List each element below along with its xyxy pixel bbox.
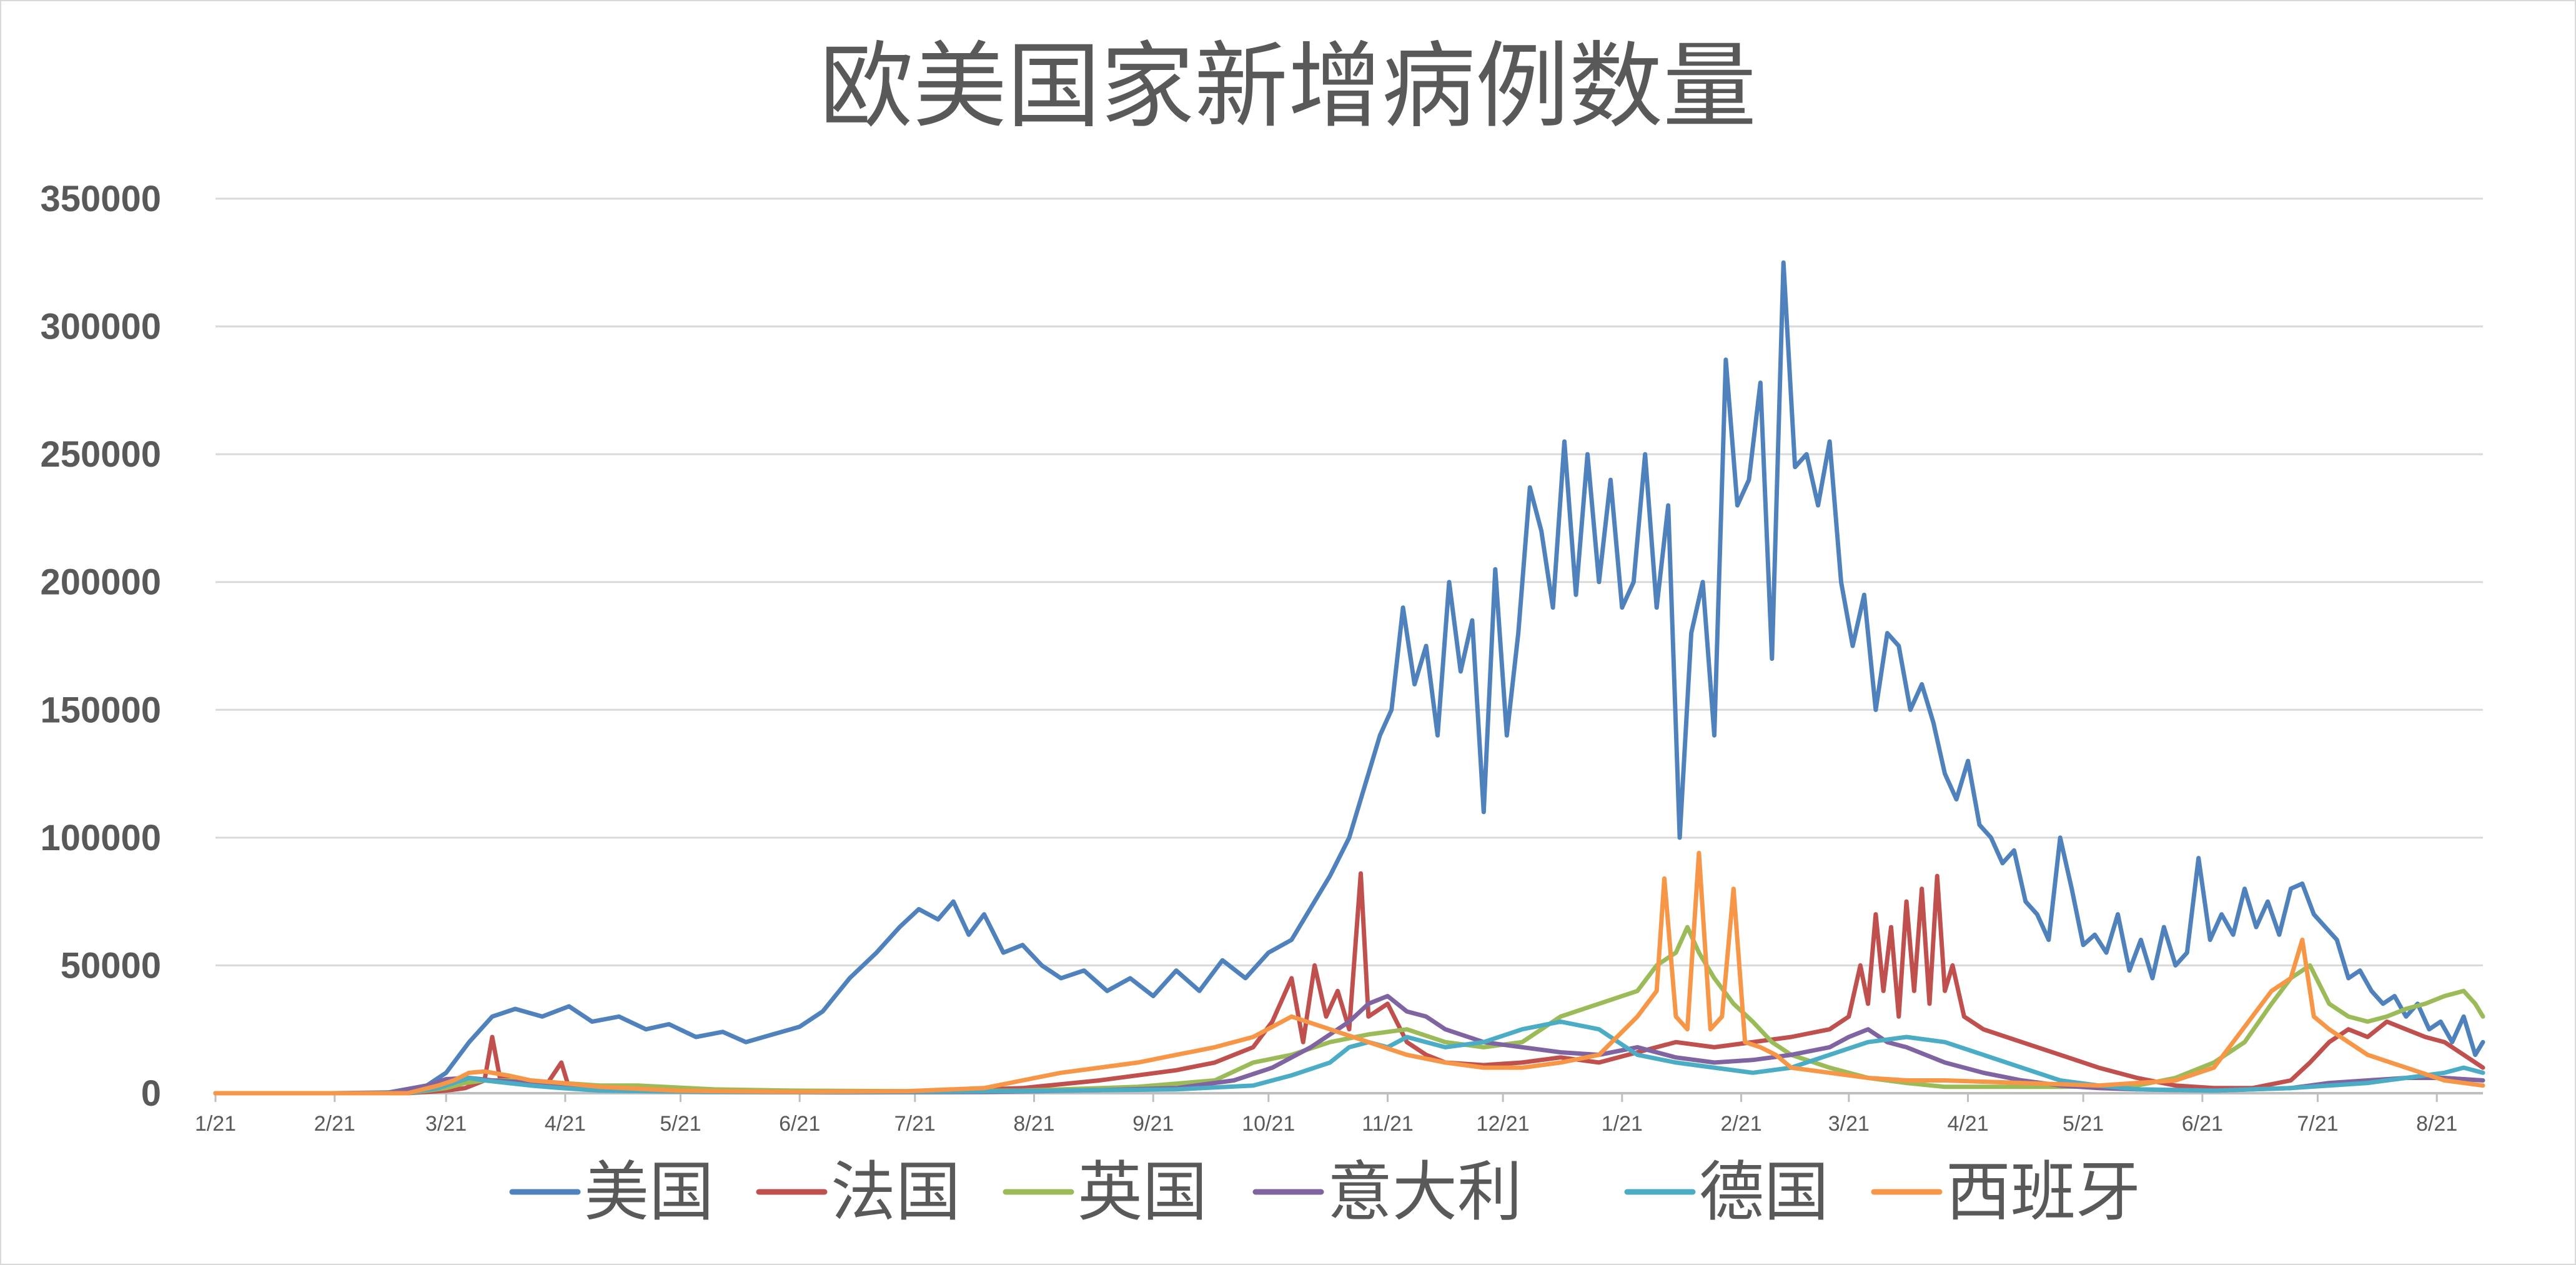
legend: 美国 法国 英国 意大利 德国 西班牙 xyxy=(509,1154,2141,1230)
x-tick-label: 11/21 xyxy=(1362,1112,1414,1136)
x-tick-label: 8/21 xyxy=(1013,1112,1054,1136)
y-tick-label: 0 xyxy=(141,1073,161,1114)
series-line-4 xyxy=(213,1019,2485,1096)
series-line-5 xyxy=(213,850,2485,1096)
y-tick-label: 250000 xyxy=(40,434,161,475)
y-axis-ticks: 0 50000 100000 150000 200000 250000 300000 3500… xyxy=(40,179,161,1114)
y-tick-label: 200000 xyxy=(40,562,161,603)
y-tick-label: 150000 xyxy=(40,690,161,730)
x-tick-label: 9/21 xyxy=(1132,1112,1174,1136)
x-tick-label: 8/21 xyxy=(2416,1112,2457,1136)
gridlines xyxy=(215,197,2483,966)
x-tick-label: 5/21 xyxy=(660,1112,701,1136)
y-tick-label: 300000 xyxy=(40,307,161,347)
x-tick-label: 3/21 xyxy=(425,1112,467,1136)
x-tick-label: 7/21 xyxy=(894,1112,936,1136)
legend-label-4: 德国 xyxy=(1699,1154,1829,1230)
x-tick-label: 12/21 xyxy=(1477,1112,1530,1136)
x-tick-label: 2/21 xyxy=(1720,1112,1761,1136)
series-lines xyxy=(213,260,2485,1096)
x-tick-label: 4/21 xyxy=(545,1112,586,1136)
legend-label-5: 西班牙 xyxy=(1946,1154,2141,1230)
legend-label-3: 意大利 xyxy=(1327,1154,1522,1230)
x-tick-label: 6/21 xyxy=(779,1112,820,1136)
y-tick-label: 100000 xyxy=(40,818,161,858)
x-tick-label: 3/21 xyxy=(1828,1112,1870,1136)
chart-title: 欧美国家新增病例数量 xyxy=(820,32,1756,141)
x-tick-label: 1/21 xyxy=(1602,1112,1643,1136)
x-axis-ticks: 1/21 2/21 3/21 4/21 5/21 6/21 7/21 8/21 9/21 10/2… xyxy=(195,1093,2457,1136)
x-tick-label: 7/21 xyxy=(2297,1112,2338,1136)
legend-label-2: 英国 xyxy=(1077,1154,1207,1230)
y-tick-label: 350000 xyxy=(40,179,161,219)
legend-label-0: 美国 xyxy=(584,1154,714,1230)
x-tick-label: 2/21 xyxy=(314,1112,355,1136)
x-tick-label: 4/21 xyxy=(1947,1112,1988,1136)
x-tick-label: 5/21 xyxy=(2063,1112,2104,1136)
series-line-0 xyxy=(213,260,2485,1096)
series-line-1 xyxy=(213,871,2485,1096)
x-tick-label: 6/21 xyxy=(2182,1112,2223,1136)
legend-label-1: 法国 xyxy=(831,1154,961,1230)
y-tick-label: 50000 xyxy=(61,945,161,986)
x-tick-label: 1/21 xyxy=(195,1112,236,1136)
x-tick-label: 10/21 xyxy=(1242,1112,1295,1136)
